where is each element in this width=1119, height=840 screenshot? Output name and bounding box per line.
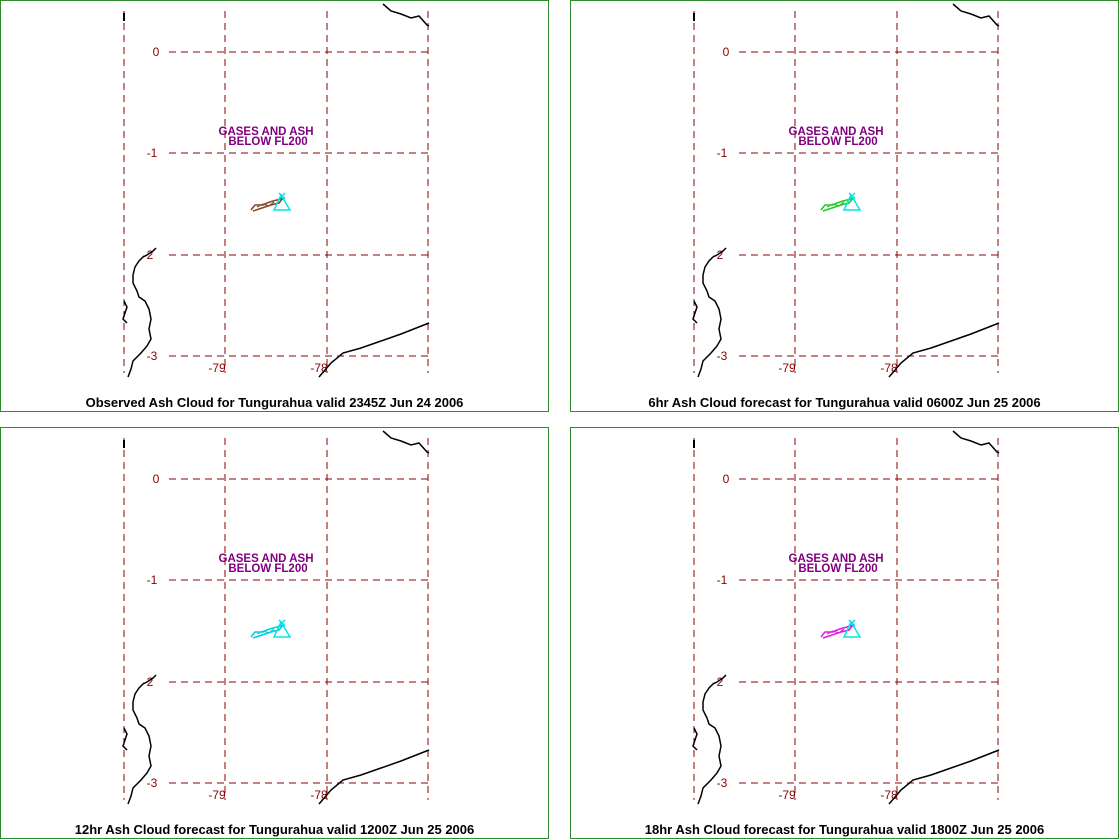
latitude-tick-label: -3: [147, 776, 158, 790]
coastline: [127, 674, 157, 805]
panel-caption: 6hr Ash Cloud forecast for Tungurahua va…: [648, 395, 1041, 410]
latitude-tick-label: 0: [723, 45, 730, 59]
coastline: [122, 727, 128, 751]
volcano-icon: [278, 619, 286, 627]
coastline: [952, 430, 1000, 454]
latitude-tick-label: -1: [147, 573, 158, 587]
longitude-tick-label: -78: [310, 361, 328, 375]
ash-panel-18hr: 0 -1 -2 -3 -79 -78 GASES AND ASH BELOW FL200 18…: [570, 427, 1119, 839]
ash-annotation-line: BELOW FL200: [798, 563, 877, 575]
longitude-tick-label: -79: [208, 788, 226, 802]
volcano-icon: [848, 619, 856, 627]
ash-annotation-line: GASES AND ASH: [219, 126, 314, 138]
longitude-tick-label: -79: [778, 361, 796, 375]
ash-annotation-line: GASES AND ASH: [219, 553, 314, 565]
ash-annotation-line: GASES AND ASH: [789, 126, 884, 138]
latitude-tick-label: 0: [723, 472, 730, 486]
coastline: [122, 300, 128, 324]
volcano-icon: [842, 193, 862, 211]
longitude-tick-label: -78: [310, 788, 328, 802]
volcano-icon: [842, 620, 862, 638]
coastline: [127, 247, 157, 378]
coastline: [692, 727, 698, 751]
ash-panel-6hr: 0 -1 -2 -3 -79 -78 GASES AND ASH BELOW FL200 6h…: [570, 0, 1119, 412]
latitude-tick-label: -1: [147, 146, 158, 160]
ash-panel-12hr: 0 -1 -2 -3 -79 -78 GASES AND ASH BELOW FL200 12…: [0, 427, 549, 839]
latitude-tick-label: -3: [717, 776, 728, 790]
longitude-tick-label: -79: [778, 788, 796, 802]
latitude-tick-label: 0: [153, 45, 160, 59]
ash-panel-observed: 0 -1 -2 -3 -79 -78 GASES AND ASH BELOW FL200 Ob…: [0, 0, 549, 412]
latitude-tick-label: -3: [717, 349, 728, 363]
ash-annotation-line: BELOW FL200: [228, 136, 307, 148]
coastline: [888, 749, 1000, 805]
volcano-icon: [272, 620, 292, 638]
volcano-icon: [272, 193, 292, 211]
longitude-tick-label: -78: [880, 788, 898, 802]
volcano-icon: [848, 192, 856, 200]
ash-annotation-line: BELOW FL200: [798, 136, 877, 148]
latitude-tick-label: 0: [153, 472, 160, 486]
longitude-tick-label: -79: [208, 361, 226, 375]
coastline: [318, 749, 430, 805]
volcano-icon: [278, 192, 286, 200]
ash-cloud-polygon: [826, 201, 845, 208]
coastline: [318, 322, 430, 378]
coastline: [952, 3, 1000, 27]
latitude-tick-label: -1: [717, 146, 728, 160]
ash-cloud-polygon: [256, 628, 275, 635]
coastline: [692, 300, 698, 324]
panel-caption: Observed Ash Cloud for Tungurahua valid …: [85, 395, 464, 410]
ash-annotation-line: BELOW FL200: [228, 563, 307, 575]
latitude-tick-label: -3: [147, 349, 158, 363]
latitude-tick-label: -1: [717, 573, 728, 587]
coastline: [888, 322, 1000, 378]
coastline: [382, 430, 430, 454]
panel-caption: 12hr Ash Cloud forecast for Tungurahua v…: [74, 822, 475, 837]
coastline: [697, 674, 727, 805]
ash-cloud-polygon: [256, 201, 275, 208]
ash-annotation-line: GASES AND ASH: [789, 553, 884, 565]
ash-cloud-polygon: [826, 628, 845, 635]
panel-caption: 18hr Ash Cloud forecast for Tungurahua v…: [644, 822, 1045, 837]
longitude-tick-label: -78: [880, 361, 898, 375]
coastline: [382, 3, 430, 27]
coastline: [697, 247, 727, 378]
